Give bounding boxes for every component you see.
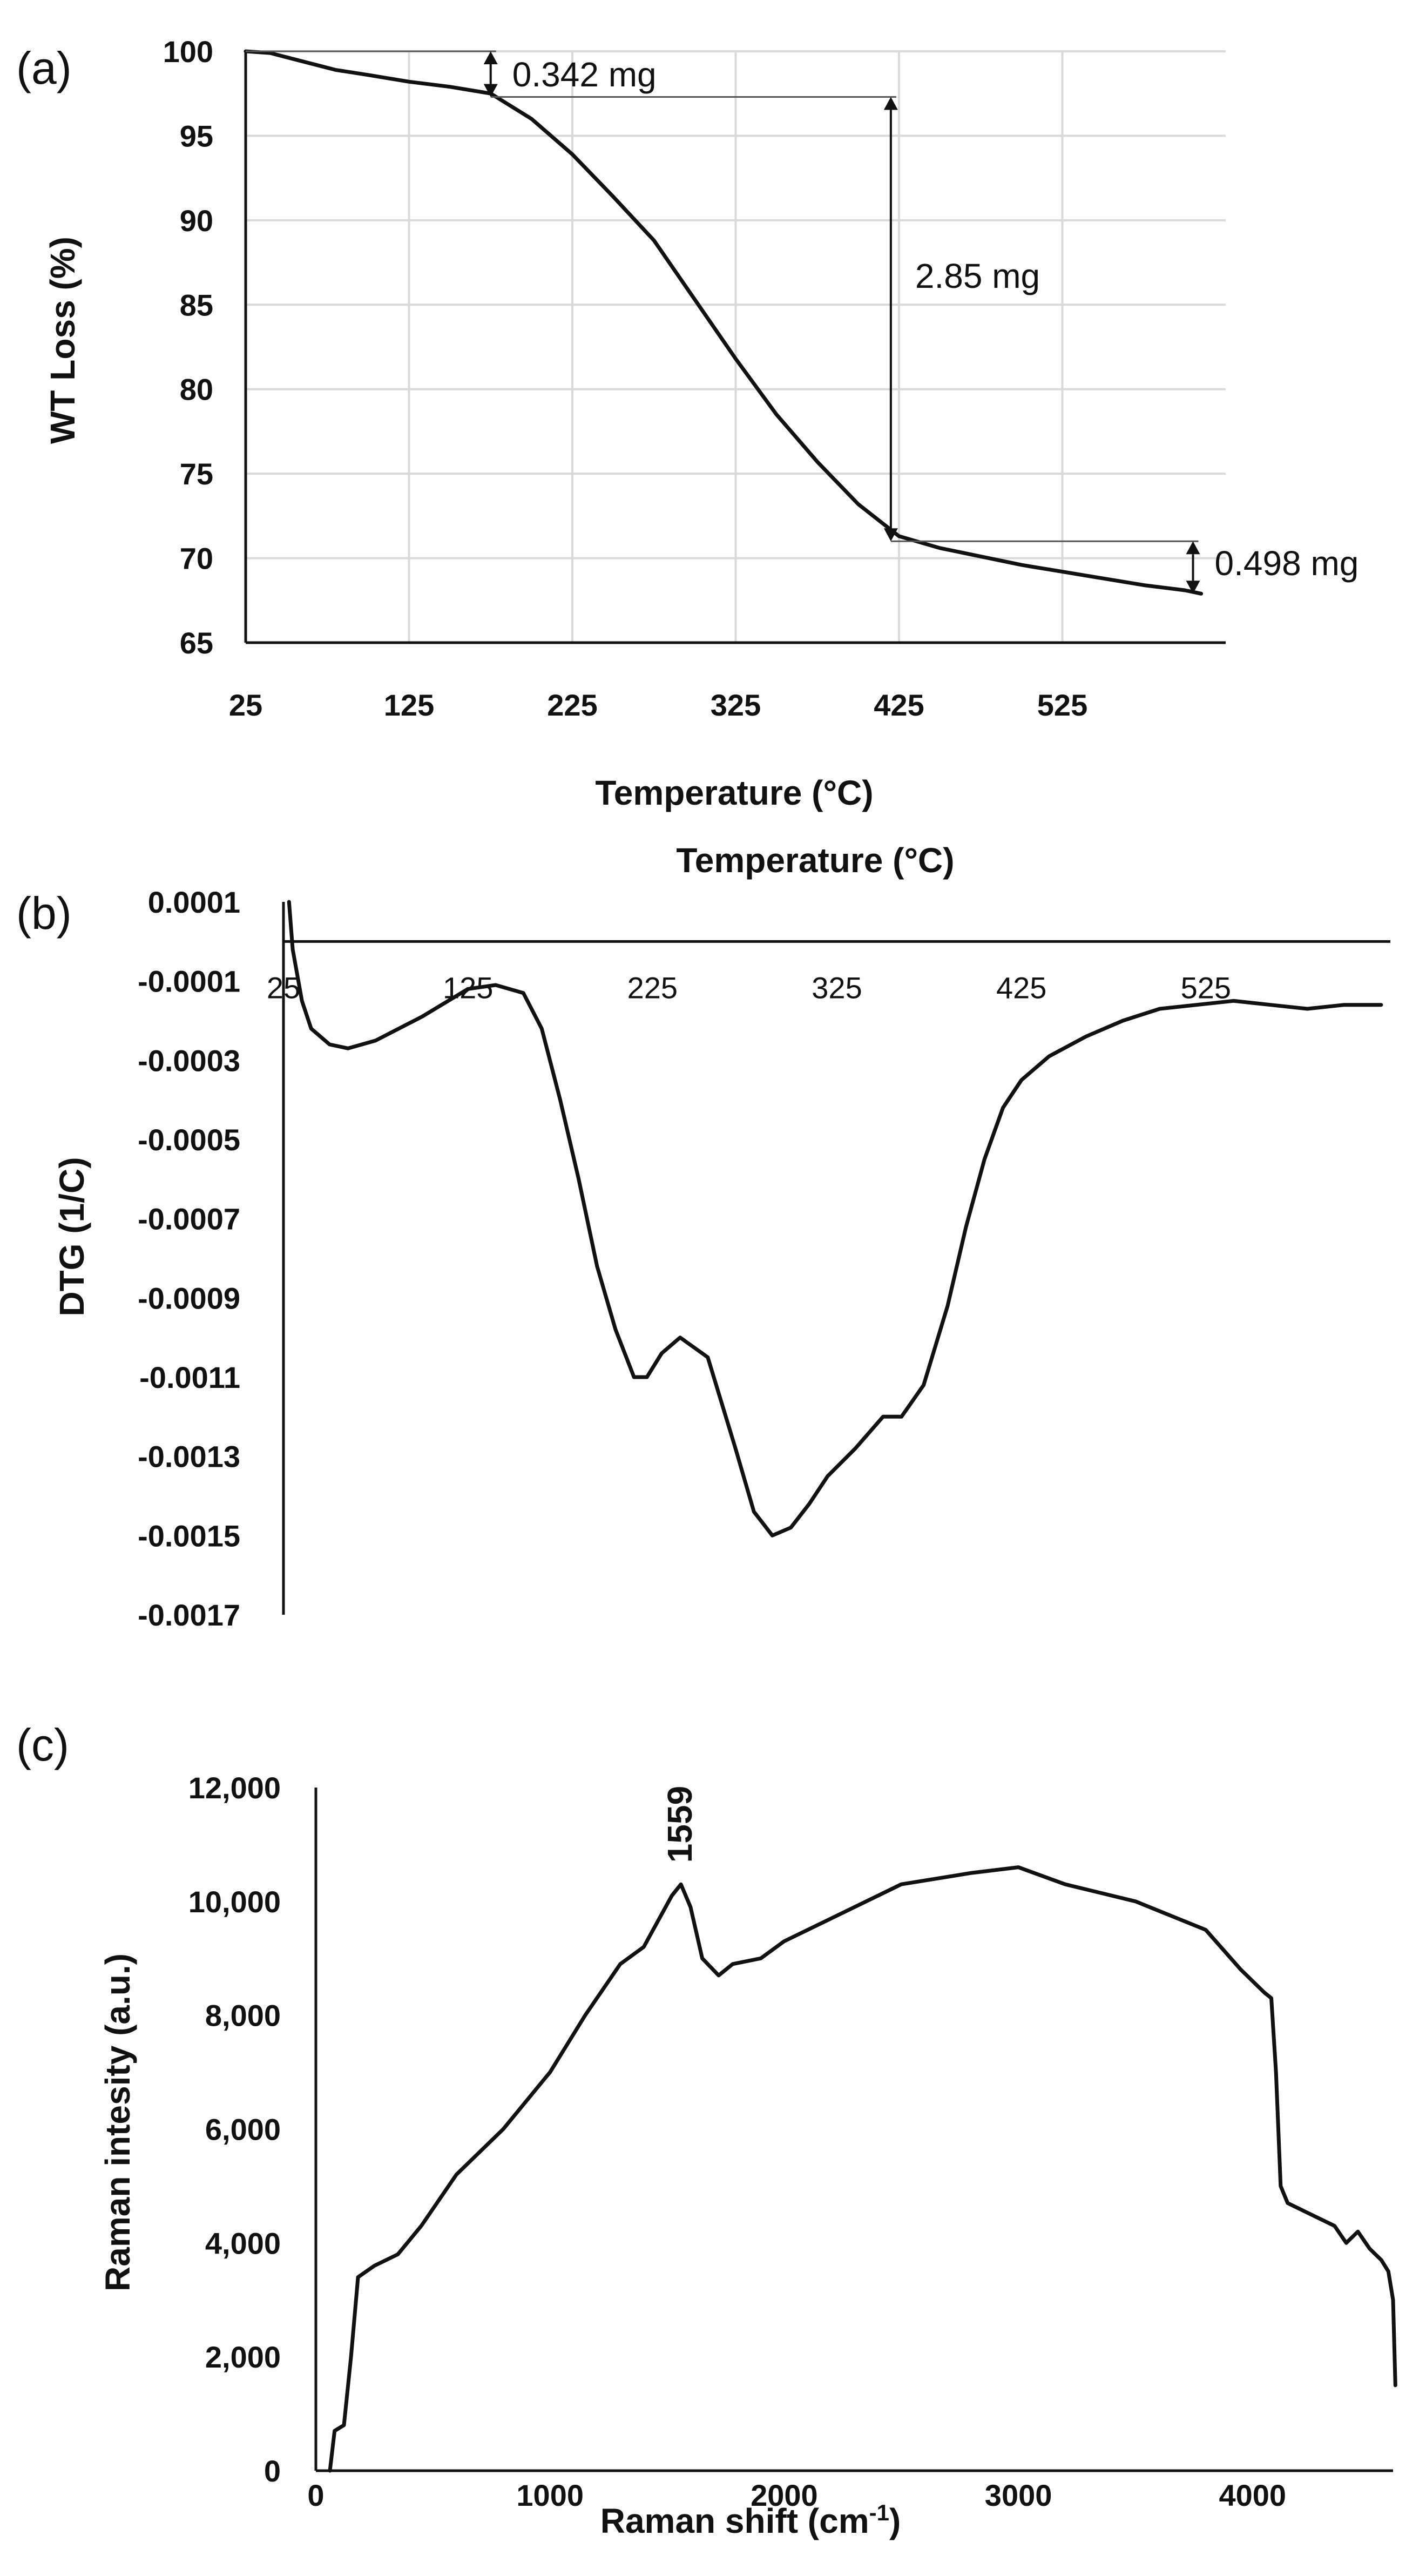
y-tick-label-a: 95 xyxy=(180,119,213,153)
y-tick-label-b: -0.0013 xyxy=(138,1440,240,1474)
x-axis-label-c-main: Raman shift (cm xyxy=(600,2501,869,2540)
chart-title-b: Temperature (°C) xyxy=(676,841,954,880)
y-tick-label-c: 2,000 xyxy=(205,2340,281,2374)
y-tick-label-c: 4,000 xyxy=(205,2226,281,2260)
x-tick-label-b: 425 xyxy=(996,970,1046,1004)
x-axis-label-c-close: ) xyxy=(889,2501,901,2540)
x-tick-label-a: 525 xyxy=(1037,688,1087,722)
x-tick-label-c: 1000 xyxy=(516,2478,584,2512)
y-tick-label-c: 0 xyxy=(264,2454,281,2488)
y-tick-label-b: -0.0001 xyxy=(138,965,240,999)
panel-b-label: (b) xyxy=(16,888,72,939)
y-tick-label-a: 80 xyxy=(180,373,213,407)
y-tick-label-a: 90 xyxy=(180,204,213,238)
y-axis-label-c: Raman intesity (a.u.) xyxy=(98,1953,137,2291)
x-axis-label-c: Raman shift (cm-1) xyxy=(600,2500,901,2541)
arrow-head-up xyxy=(483,51,498,64)
annotation-0498-mg: 0.498 mg xyxy=(1215,544,1359,583)
peak-label-1559: 1559 xyxy=(660,1786,699,1863)
y-tick-label-a: 65 xyxy=(180,626,213,660)
x-tick-label-a: 425 xyxy=(874,688,924,722)
y-tick-label-b: -0.0005 xyxy=(138,1123,240,1157)
arrow-head-down xyxy=(883,528,898,542)
y-tick-label-b: -0.0003 xyxy=(138,1043,240,1077)
arrow-head-up xyxy=(1186,541,1200,555)
double-arrow-285 xyxy=(883,97,898,542)
panel-c-raman-chart: (c) 0 2,000 4,000 6,000 8,000 10,000 12,000 0 1… xyxy=(16,1719,1397,2541)
y-tick-label-b: -0.0009 xyxy=(138,1281,240,1315)
arrow-head-up xyxy=(883,97,898,110)
x-tick-label-a: 325 xyxy=(711,688,761,722)
x-tick-label-b: 525 xyxy=(1181,970,1231,1004)
x-tick-label-a: 125 xyxy=(384,688,434,722)
double-arrow-0342 xyxy=(483,51,498,97)
x-tick-label-b: 225 xyxy=(627,970,678,1004)
x-tick-label-c: 3000 xyxy=(985,2478,1052,2512)
x-tick-label-c: 2000 xyxy=(751,2478,818,2512)
arrow-head-down xyxy=(1186,581,1200,594)
arrow-head-down xyxy=(483,84,498,97)
annotation-285-mg: 2.85 mg xyxy=(915,257,1040,295)
y-tick-label-c: 10,000 xyxy=(188,1885,281,1919)
y-tick-label-c: 8,000 xyxy=(205,1999,281,2033)
y-axis-label-a: WT Loss (%) xyxy=(43,237,82,444)
x-tick-label-b: 25 xyxy=(267,970,300,1004)
dtg-curve xyxy=(287,900,1383,1537)
panel-c-label: (c) xyxy=(16,1719,69,1770)
y-tick-label-a: 75 xyxy=(180,457,213,491)
y-tick-label-b: -0.0011 xyxy=(139,1360,240,1394)
y-tick-label-b: -0.0017 xyxy=(138,1598,240,1632)
y-axis-label-b: DTG (1/C) xyxy=(52,1157,91,1316)
y-tick-label-b: 0.0001 xyxy=(148,885,240,919)
x-tick-label-a: 225 xyxy=(547,688,597,722)
x-axis-label-c-superscript: -1 xyxy=(869,2500,889,2525)
y-tick-label-a: 85 xyxy=(180,288,213,322)
y-tick-label-c: 12,000 xyxy=(188,1771,281,1805)
panel-a-label: (a) xyxy=(16,43,72,93)
panel-b-dtg-chart: (b) Temperature (°C) 0.0001 -0.0001 -0.000… xyxy=(16,841,1390,1632)
x-tick-label-c: 4000 xyxy=(1219,2478,1286,2512)
y-tick-label-c: 6,000 xyxy=(205,2113,281,2147)
double-arrow-0498 xyxy=(1186,541,1200,594)
x-tick-label-c: 0 xyxy=(307,2478,324,2512)
annotation-0342-mg: 0.342 mg xyxy=(512,55,657,94)
y-tick-label-b: -0.0015 xyxy=(138,1519,240,1553)
y-tick-label-b: -0.0007 xyxy=(138,1202,240,1236)
y-tick-label-a: 100 xyxy=(163,35,213,69)
x-axis-label-a: Temperature (°C) xyxy=(595,773,873,812)
tga-weight-curve xyxy=(244,49,1204,596)
raman-spectrum-curve xyxy=(328,1865,1397,2473)
x-tick-label-a: 25 xyxy=(229,688,262,722)
y-tick-label-a: 70 xyxy=(180,542,213,576)
x-tick-label-b: 325 xyxy=(812,970,862,1004)
